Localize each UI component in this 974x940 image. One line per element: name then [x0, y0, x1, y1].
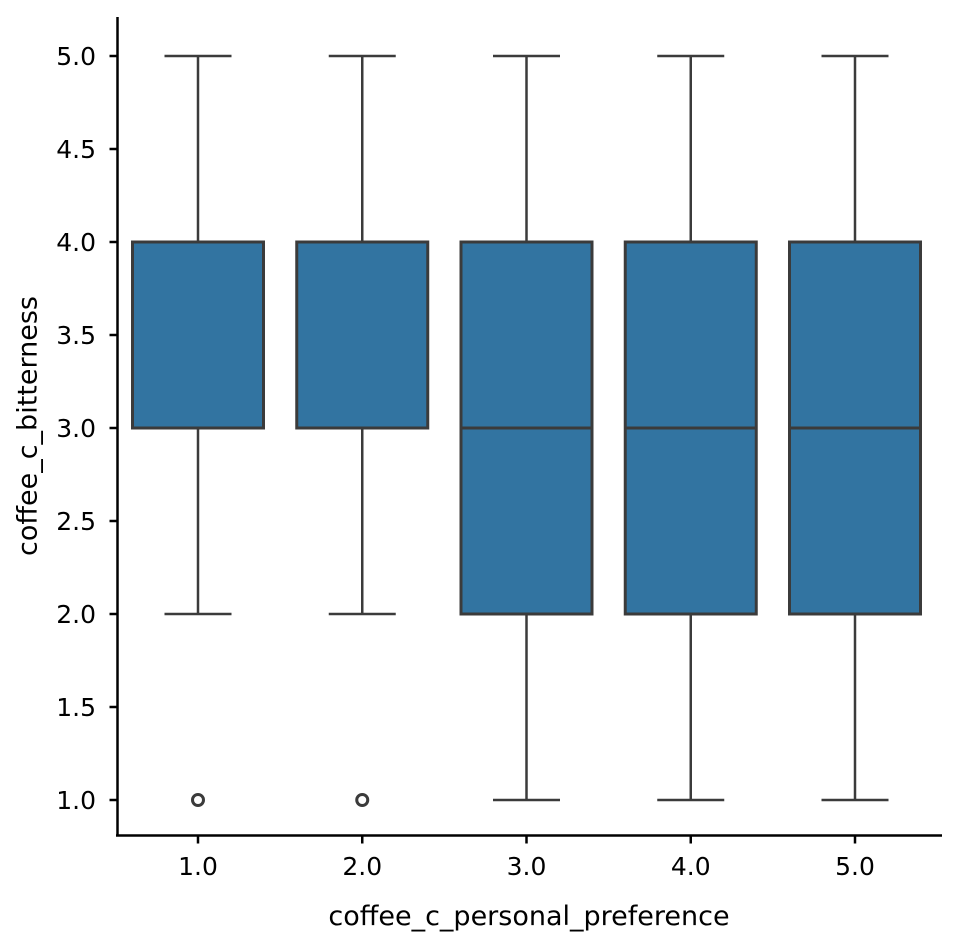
x-tick-label: 5.0 [835, 852, 875, 881]
y-tick-label: 1.5 [56, 693, 96, 722]
y-axis-label: coffee_c_bitterness [15, 296, 42, 556]
boxplot-figure: 1.0 1.5 2.0 2.5 3.0 3.5 4.0 4.5 5.0 1.0 2.0 3.0 4.0 5… [0, 0, 974, 940]
x-tick-label: 2.0 [342, 852, 382, 881]
boxplot-chart: 1.0 1.5 2.0 2.5 3.0 3.5 4.0 4.5 5.0 1.0 2.0 3.0 4.0 5… [0, 0, 974, 940]
y-tick-label: 3.0 [56, 414, 96, 443]
y-tick-label: 4.0 [56, 228, 96, 257]
y-tick-label: 4.5 [56, 135, 96, 164]
x-tick-label: 4.0 [671, 852, 711, 881]
y-tick-label: 5.0 [56, 42, 96, 71]
outlier-point [357, 795, 368, 806]
y-tick-label: 2.5 [56, 507, 96, 536]
box [133, 242, 264, 428]
outlier-point [193, 795, 204, 806]
y-tick-label: 2.0 [56, 600, 96, 629]
y-tick-label: 1.0 [56, 786, 96, 815]
y-tick-label: 3.5 [56, 321, 96, 350]
box [297, 242, 428, 428]
x-tick-label: 3.0 [507, 852, 547, 881]
x-axis-label: coffee_c_personal_preference [117, 903, 941, 930]
x-tick-label: 1.0 [178, 852, 218, 881]
